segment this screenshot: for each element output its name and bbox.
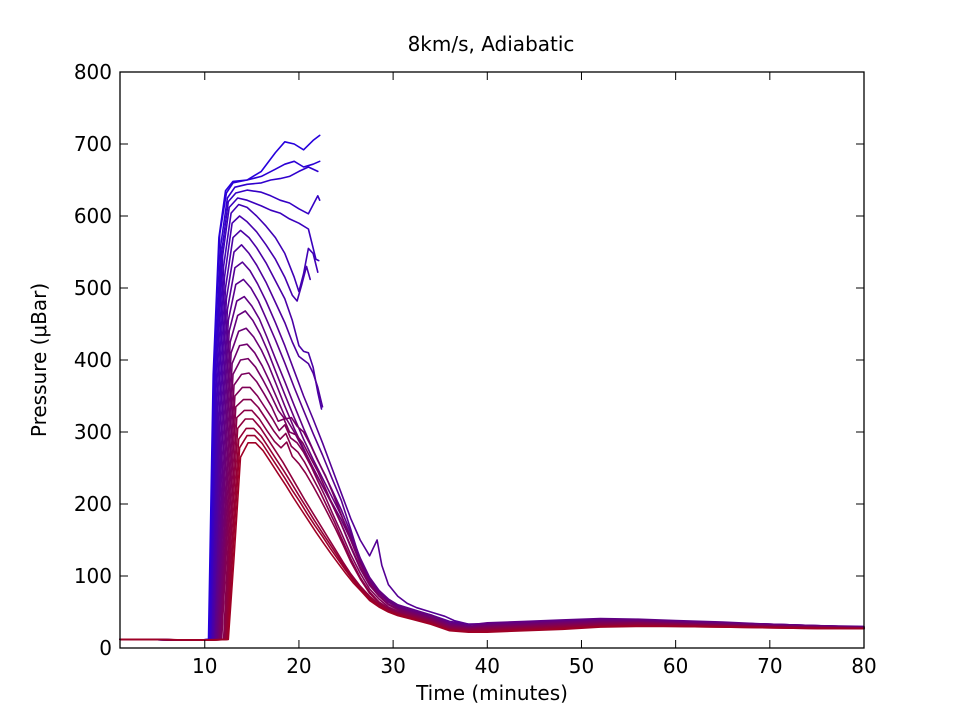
x-tick-label: 10	[192, 654, 217, 678]
series-line-5	[119, 197, 320, 641]
series-line-24	[119, 442, 865, 641]
series-line-4	[119, 189, 321, 641]
x-tick-label: 50	[569, 654, 594, 678]
series-layer	[119, 134, 865, 641]
y-tick-label: 400	[74, 348, 112, 372]
y-tick-label: 800	[74, 60, 112, 84]
y-tick-label: 0	[99, 636, 112, 660]
x-tick-label: 80	[851, 654, 876, 678]
y-axis-label: Pressure (μBar)	[27, 283, 51, 437]
plot-frame	[119, 71, 865, 649]
chart-title: 8km/s, Adiabatic	[408, 32, 575, 56]
series-line-2	[119, 160, 321, 641]
series-line-8	[119, 229, 323, 641]
y-tick-label: 500	[74, 276, 112, 300]
x-tick-label: 60	[663, 654, 688, 678]
series-line-6	[119, 203, 319, 641]
y-tick-label: 600	[74, 204, 112, 228]
x-axis-label: Time (minutes)	[415, 681, 568, 705]
ticks-layer: 10 20 30 40 50 60 70 80010020030040050060070080…	[74, 60, 877, 678]
series-line-9	[119, 244, 324, 641]
y-tick-label: 300	[74, 420, 112, 444]
x-tick-label: 70	[757, 654, 782, 678]
y-tick-label: 200	[74, 492, 112, 516]
y-tick-label: 700	[74, 132, 112, 156]
series-line-12	[119, 295, 865, 641]
series-line-7	[119, 215, 311, 641]
y-tick-label: 100	[74, 564, 112, 588]
x-tick-label: 20	[286, 654, 311, 678]
x-tick-label: 40	[475, 654, 500, 678]
x-tick-label: 30	[380, 654, 405, 678]
